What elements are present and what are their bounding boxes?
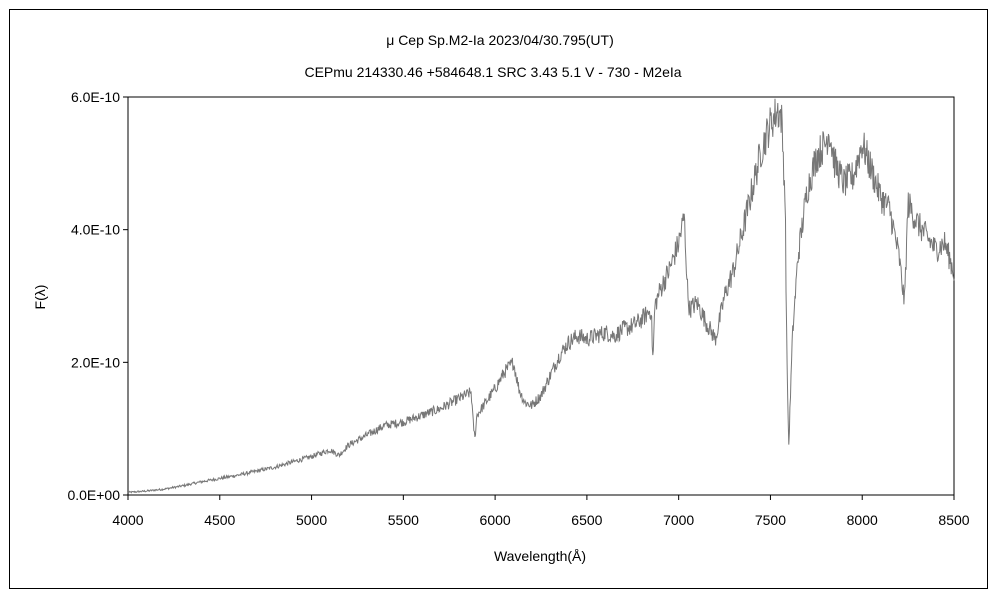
x-tick-label: 8500 <box>938 512 969 528</box>
x-tick-label: 4500 <box>204 512 235 528</box>
x-tick-label: 6500 <box>571 512 602 528</box>
y-axis: 0.0E+00 2.0E-10 4.0E-10 6.0E-10 <box>67 89 128 503</box>
x-axis-label: Wavelength(Å) <box>494 548 586 564</box>
y-tick-label: 0.0E+00 <box>67 487 120 503</box>
x-axis: 4000 4500 5000 5500 6000 6500 7000 7500 8000 8500 <box>112 495 970 528</box>
y-axis-label: F(λ) <box>32 285 48 310</box>
x-tick-label: 8000 <box>847 512 878 528</box>
x-tick-label: 5000 <box>296 512 327 528</box>
y-tick-label: 6.0E-10 <box>71 89 120 105</box>
chart-subtitle: CEPmu 214330.46 +584648.1 SRC 3.43 5.1 V… <box>304 64 681 80</box>
y-tick-label: 2.0E-10 <box>71 354 120 370</box>
plot-area <box>127 96 955 496</box>
chart-title: μ Cep Sp.M2-Ia 2023/04/30.795(UT) <box>386 32 614 48</box>
x-tick-label: 7000 <box>663 512 694 528</box>
spectrum-line <box>127 98 955 494</box>
y-tick-label: 4.0E-10 <box>71 222 120 238</box>
x-tick-label: 7500 <box>755 512 786 528</box>
x-tick-label: 5500 <box>388 512 419 528</box>
x-tick-label: 4000 <box>112 512 143 528</box>
x-tick-label: 6000 <box>480 512 511 528</box>
